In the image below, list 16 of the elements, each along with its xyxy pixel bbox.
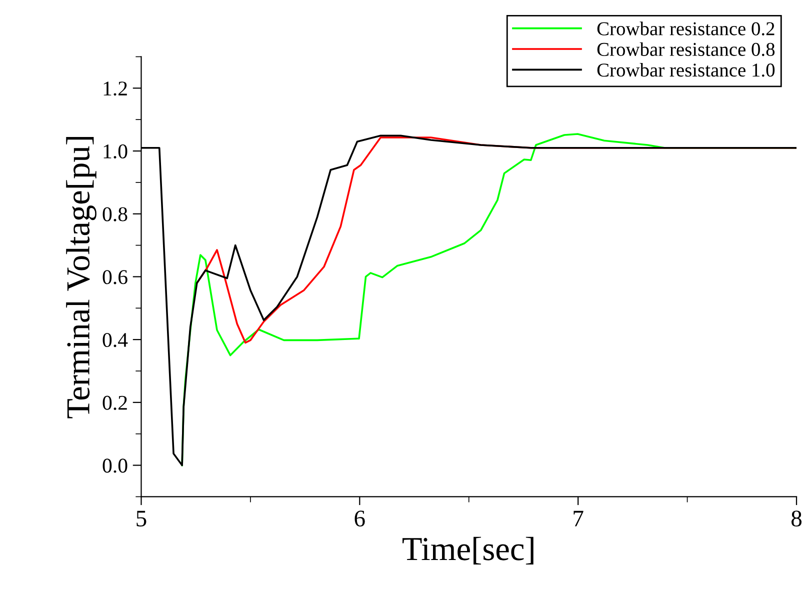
y-tick-label: 0.0 (102, 458, 128, 473)
x-tick-label: 8 (792, 510, 802, 527)
legend-label: Crowbar resistance 1.0 (597, 62, 775, 77)
legend-label: Crowbar resistance 0.8 (597, 42, 775, 56)
y-tick-label: 1.2 (104, 82, 127, 96)
x-axis-title: Time[sec] (402, 536, 534, 564)
y-tick-label: 0.8 (102, 207, 128, 222)
legend-label: Crowbar resistance 0.2 (597, 22, 774, 36)
y-tick-label: 0.2 (102, 396, 127, 410)
y-tick-label: 0.4 (102, 332, 128, 348)
x-tick-label: 7 (574, 510, 584, 526)
y-tick-label: 1.0 (104, 144, 128, 159)
x-tick-label: 5 (136, 510, 146, 527)
x-tick-label: 6 (354, 510, 365, 527)
y-axis-title: Terminal Voltage[pu] (66, 137, 96, 418)
y-tick-label: 0.6 (102, 270, 128, 284)
